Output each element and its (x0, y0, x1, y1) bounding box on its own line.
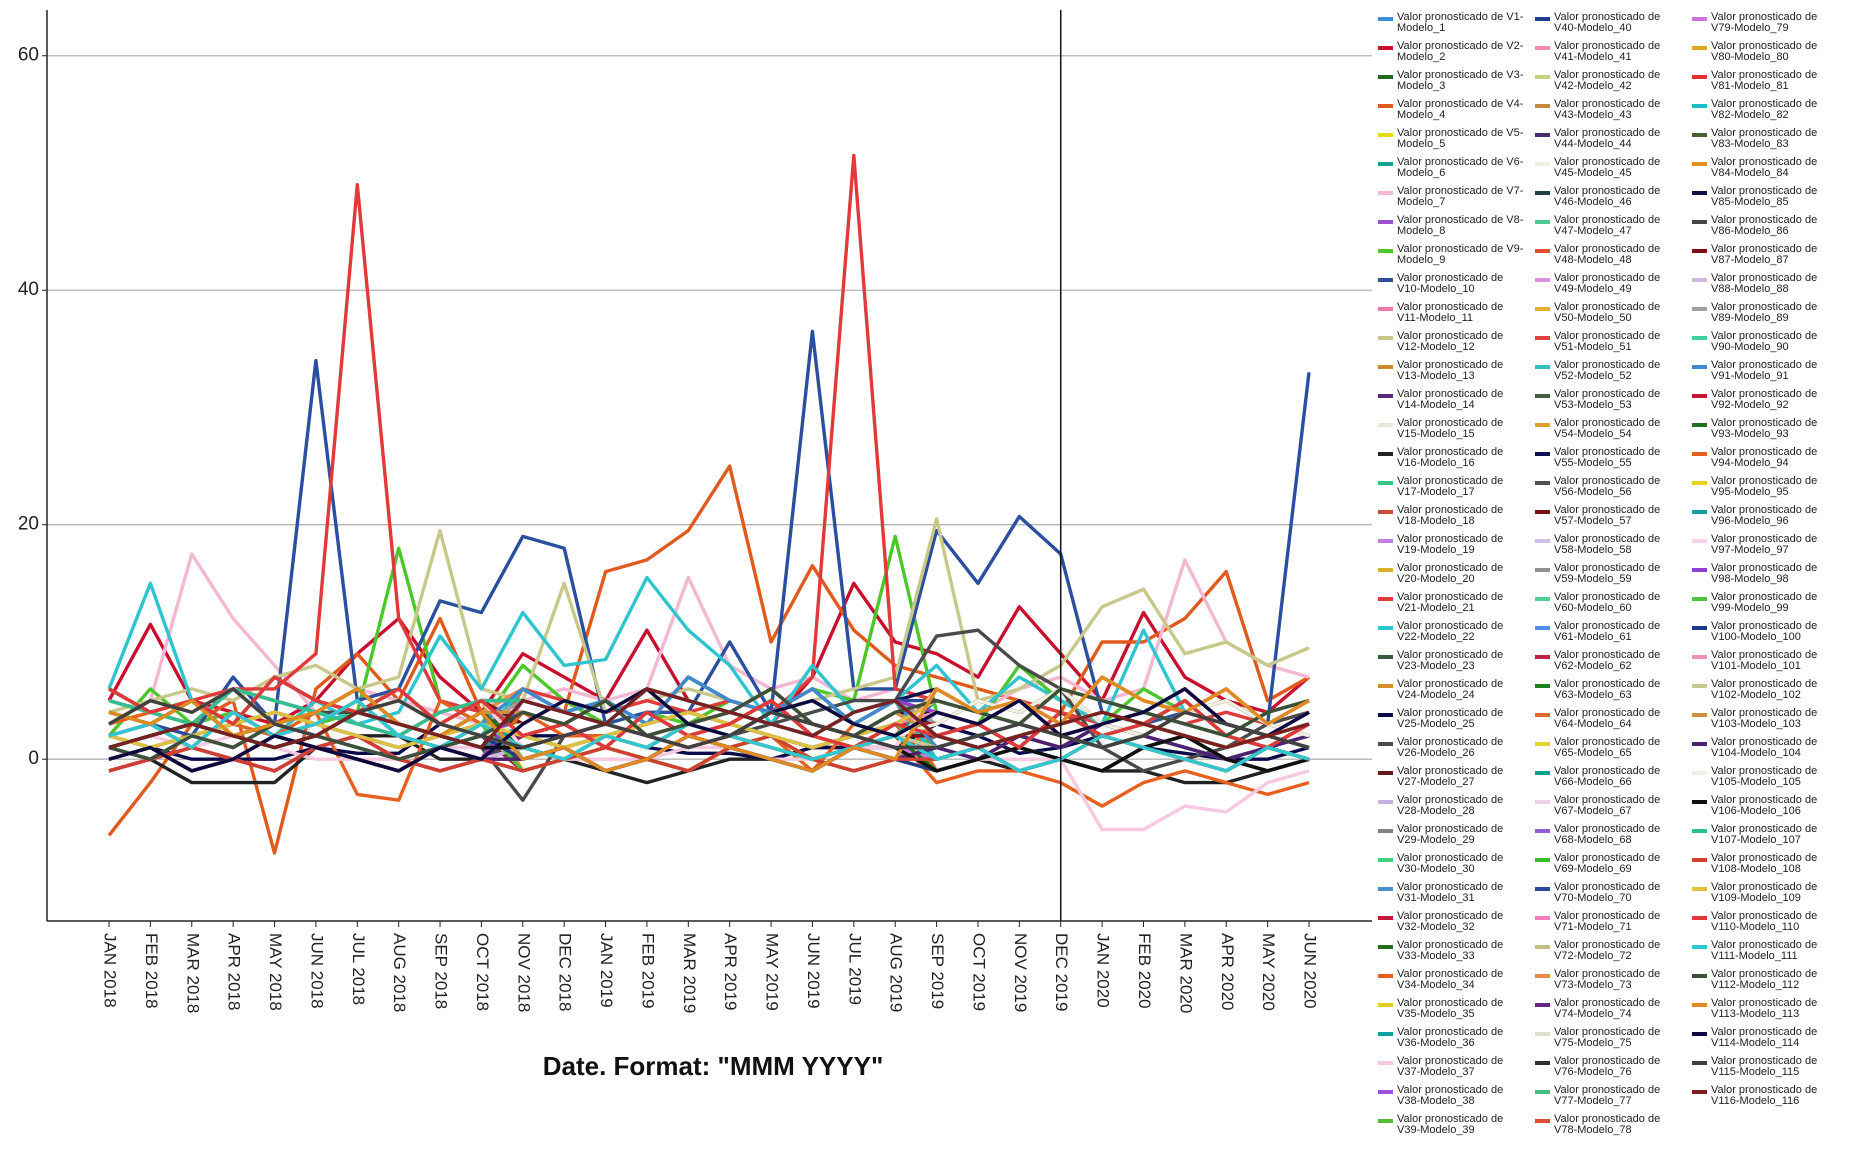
series-line (108, 517, 1310, 714)
y-tick-label: 0 (28, 748, 39, 769)
x-tick-label: JUN 2019 (804, 933, 823, 1009)
x-tick-label: JUL 2019 (845, 933, 864, 1005)
x-tick-label: MAY 2018 (266, 933, 285, 1011)
x-tick-label: MAY 2019 (763, 933, 782, 1011)
series-line (107, 575, 1310, 738)
x-tick-label: OCT 2018 (473, 933, 492, 1011)
x-tick-label: JUL 2018 (349, 933, 368, 1005)
x-tick-label: AUG 2018 (390, 933, 409, 1012)
x-tick-label: DEC 2018 (556, 933, 575, 1011)
x-tick-label: MAY 2020 (1259, 933, 1278, 1011)
x-axis-title: Date. Format: "MMM YYYY" (543, 1051, 884, 1081)
series-line (108, 687, 1310, 773)
y-tick-label: 60 (18, 45, 39, 66)
series-line (108, 153, 1310, 726)
x-tick-label: OCT 2019 (969, 933, 988, 1011)
x-tick-label: JAN 2019 (597, 933, 616, 1008)
series-line (108, 734, 1310, 832)
x-tick-label: SEP 2019 (928, 933, 947, 1009)
x-tick-label: JAN 2020 (1094, 933, 1113, 1008)
x-tick-label: APR 2018 (225, 933, 244, 1011)
x-tick-label: JUN 2018 (307, 933, 326, 1009)
x-tick-label: AUG 2019 (887, 933, 906, 1012)
x-tick-label: MAR 2020 (1176, 933, 1195, 1013)
x-tick-label: NOV 2019 (1011, 933, 1030, 1012)
x-tick-label: FEB 2020 (1135, 933, 1154, 1009)
x-tick-label: MAR 2018 (183, 933, 202, 1013)
x-tick-label: JUN 2020 (1301, 933, 1320, 1009)
x-tick-label: DEC 2019 (1052, 933, 1071, 1011)
x-tick-label: APR 2020 (1218, 933, 1237, 1011)
x-tick-label: MAR 2019 (680, 933, 699, 1013)
x-tick-label: FEB 2019 (638, 933, 657, 1009)
series-line (108, 687, 1310, 750)
x-tick-label: SEP 2018 (432, 933, 451, 1009)
y-tick-label: 20 (18, 514, 39, 535)
y-tick-label: 40 (18, 279, 39, 300)
x-tick-label: NOV 2018 (514, 933, 533, 1012)
series-line (108, 552, 1310, 726)
x-tick-label: APR 2019 (721, 933, 740, 1011)
series-line (108, 687, 1310, 750)
x-tick-label: FEB 2018 (142, 933, 161, 1009)
x-tick-label: JAN 2018 (101, 933, 120, 1008)
